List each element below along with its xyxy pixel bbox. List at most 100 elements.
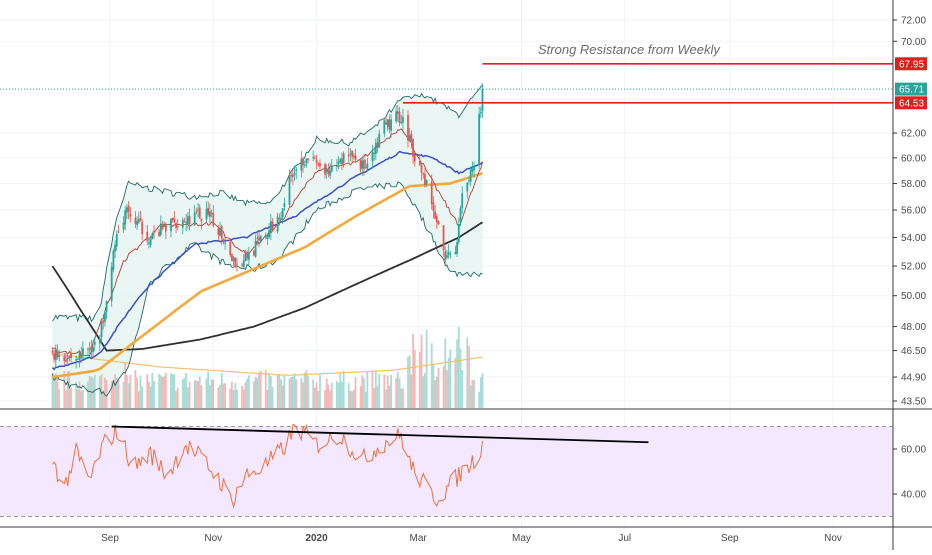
candle-body — [295, 169, 298, 172]
candle-body — [124, 210, 127, 225]
candle-body — [479, 111, 482, 114]
candle-body — [407, 115, 409, 141]
price-tick-label: 43.50 — [901, 397, 926, 408]
candle-body — [105, 301, 108, 312]
price-tick-label: 60.00 — [901, 153, 926, 164]
volume-bar — [410, 374, 413, 408]
volume-bar — [325, 378, 328, 408]
price-badge — [895, 82, 927, 96]
volume-bar — [232, 389, 235, 408]
candle-body — [300, 159, 303, 171]
volume-bar — [207, 371, 210, 408]
candle-body — [236, 265, 238, 267]
volume-bar — [435, 376, 438, 408]
volume-bar — [425, 329, 428, 408]
candle-body — [313, 158, 316, 159]
volume-bar — [402, 388, 404, 408]
candle-body — [402, 116, 404, 123]
volume-bar — [246, 378, 249, 408]
candle-body — [88, 348, 91, 350]
volume-bar — [58, 389, 61, 408]
candle-body — [371, 151, 374, 162]
volume-bar — [432, 364, 435, 408]
volume-bar — [295, 379, 298, 408]
candle-body — [390, 119, 392, 131]
volume-bar — [146, 374, 149, 408]
volume-bar — [126, 375, 128, 408]
volume-bar — [76, 388, 79, 408]
volume-ma-line — [52, 353, 483, 376]
volume-bar — [127, 383, 130, 408]
volume-bar — [78, 381, 81, 408]
volume-bar — [122, 381, 125, 408]
candle-body — [65, 359, 67, 362]
candle-body — [420, 165, 423, 173]
candle-body — [291, 174, 294, 177]
candle-body — [222, 238, 225, 243]
candle-body — [434, 211, 436, 219]
candle-body — [293, 173, 296, 176]
price-tick-label: 52.00 — [901, 262, 926, 273]
candle-body — [104, 312, 106, 322]
volume-bar — [471, 379, 474, 408]
candle-body — [188, 215, 191, 224]
candle-body — [208, 211, 211, 217]
candle-body — [466, 182, 469, 192]
volume-bar — [256, 378, 259, 408]
candle-body — [149, 239, 152, 246]
volume-bar — [374, 370, 377, 408]
volume-bar — [281, 385, 284, 408]
candle-body — [449, 254, 452, 256]
volume-bar — [153, 381, 155, 408]
candle-body — [183, 220, 186, 222]
candle-body — [335, 165, 338, 167]
volume-bar — [430, 343, 433, 408]
candle-body — [376, 142, 379, 148]
candle-body — [100, 322, 103, 337]
volume-bar — [171, 374, 174, 408]
volume-bar — [98, 376, 101, 408]
candle-body — [468, 180, 470, 182]
volume-bar — [164, 372, 167, 408]
volume-bar — [385, 389, 387, 408]
candle-body — [315, 159, 318, 163]
volume-bar — [88, 375, 91, 408]
candle-body — [469, 169, 472, 183]
time-tick-label: Mar — [410, 533, 428, 544]
time-tick-label: Sep — [101, 533, 119, 544]
candle-body — [271, 221, 274, 231]
candle-body — [413, 154, 416, 162]
time-tick-label: May — [512, 533, 531, 544]
candle-body — [58, 355, 61, 357]
volume-bar — [305, 370, 308, 408]
volume-bar — [264, 370, 267, 408]
volume-bar — [378, 373, 381, 408]
volume-bar — [335, 380, 338, 408]
candle-body — [90, 346, 93, 353]
candle-body — [307, 158, 310, 160]
candle-body — [342, 153, 345, 163]
volume-bar — [407, 356, 409, 408]
candle-body — [242, 260, 245, 268]
candle-body — [268, 230, 271, 238]
candle-body — [341, 158, 343, 165]
candle-body — [241, 264, 243, 266]
candle-body — [378, 133, 381, 148]
volume-bar — [148, 381, 150, 408]
volume-bar — [173, 374, 176, 408]
volume-bar — [337, 382, 340, 408]
volume-bar — [420, 334, 423, 408]
volume-bar — [224, 383, 227, 408]
volume-bar — [158, 373, 161, 408]
volume-bar — [175, 391, 177, 408]
candle-body — [329, 170, 332, 176]
volume-bar — [481, 373, 484, 408]
price-tick-label: 58.00 — [901, 179, 926, 190]
volume-bar — [342, 370, 345, 408]
volume-bar — [217, 387, 220, 408]
candle-body — [173, 218, 176, 223]
candle-body — [303, 164, 306, 166]
candle-body — [217, 228, 220, 235]
volume-bar — [181, 379, 184, 408]
